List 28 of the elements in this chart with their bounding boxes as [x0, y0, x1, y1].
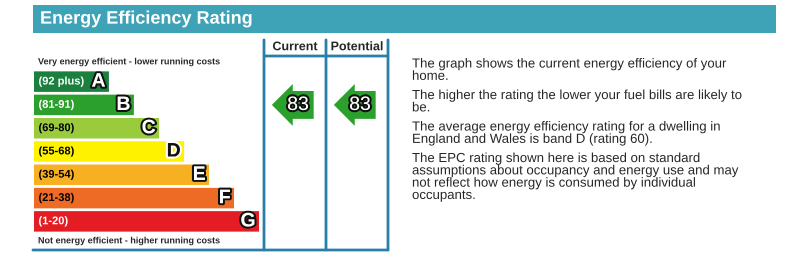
annotation: (21-38) — [39, 192, 74, 204]
text: Very energy efficient - lower running costs — [38, 58, 220, 66]
annotation: (69-80) — [39, 123, 74, 134]
text: The graph shows the current energy efficiency of your home. — [412, 58, 726, 80]
y-tick-label: A — [92, 73, 106, 87]
y-tick-label: C — [142, 120, 156, 134]
text: 83 — [288, 96, 308, 110]
annotation: (39-54) — [39, 170, 74, 180]
annotation: (55-68) — [39, 146, 74, 157]
text: Not energy efficient - higher running costs — [38, 236, 220, 246]
text: The EPC rating shown here is based on standard assumptions about occupancy and energy use and may not reflect how energy is consumed by individual occupants. — [412, 152, 738, 202]
annotation: (81-91) — [39, 100, 74, 110]
y-tick-label: G — [241, 212, 254, 227]
annotation: (92 plus) — [39, 76, 84, 87]
text: The average energy efficiency rating for a dwelling in England and Wales is band D (rating 60). — [412, 121, 720, 146]
y-tick-label: F — [220, 190, 230, 204]
text: The higher the rating the lower your fuel bills are likely to be. — [412, 90, 742, 112]
y-tick-label: E — [194, 166, 205, 180]
bar — [34, 188, 234, 208]
chart-title: Energy Efficiency Rating — [41, 10, 252, 28]
text: Current — [272, 42, 318, 50]
bar — [34, 164, 210, 186]
y-tick-label: B — [118, 96, 130, 110]
y-tick-label: D — [168, 143, 180, 157]
text: 83 — [350, 96, 370, 110]
text: Potential — [331, 41, 383, 50]
bar — [34, 211, 259, 232]
annotation: (1-20) — [39, 216, 68, 227]
